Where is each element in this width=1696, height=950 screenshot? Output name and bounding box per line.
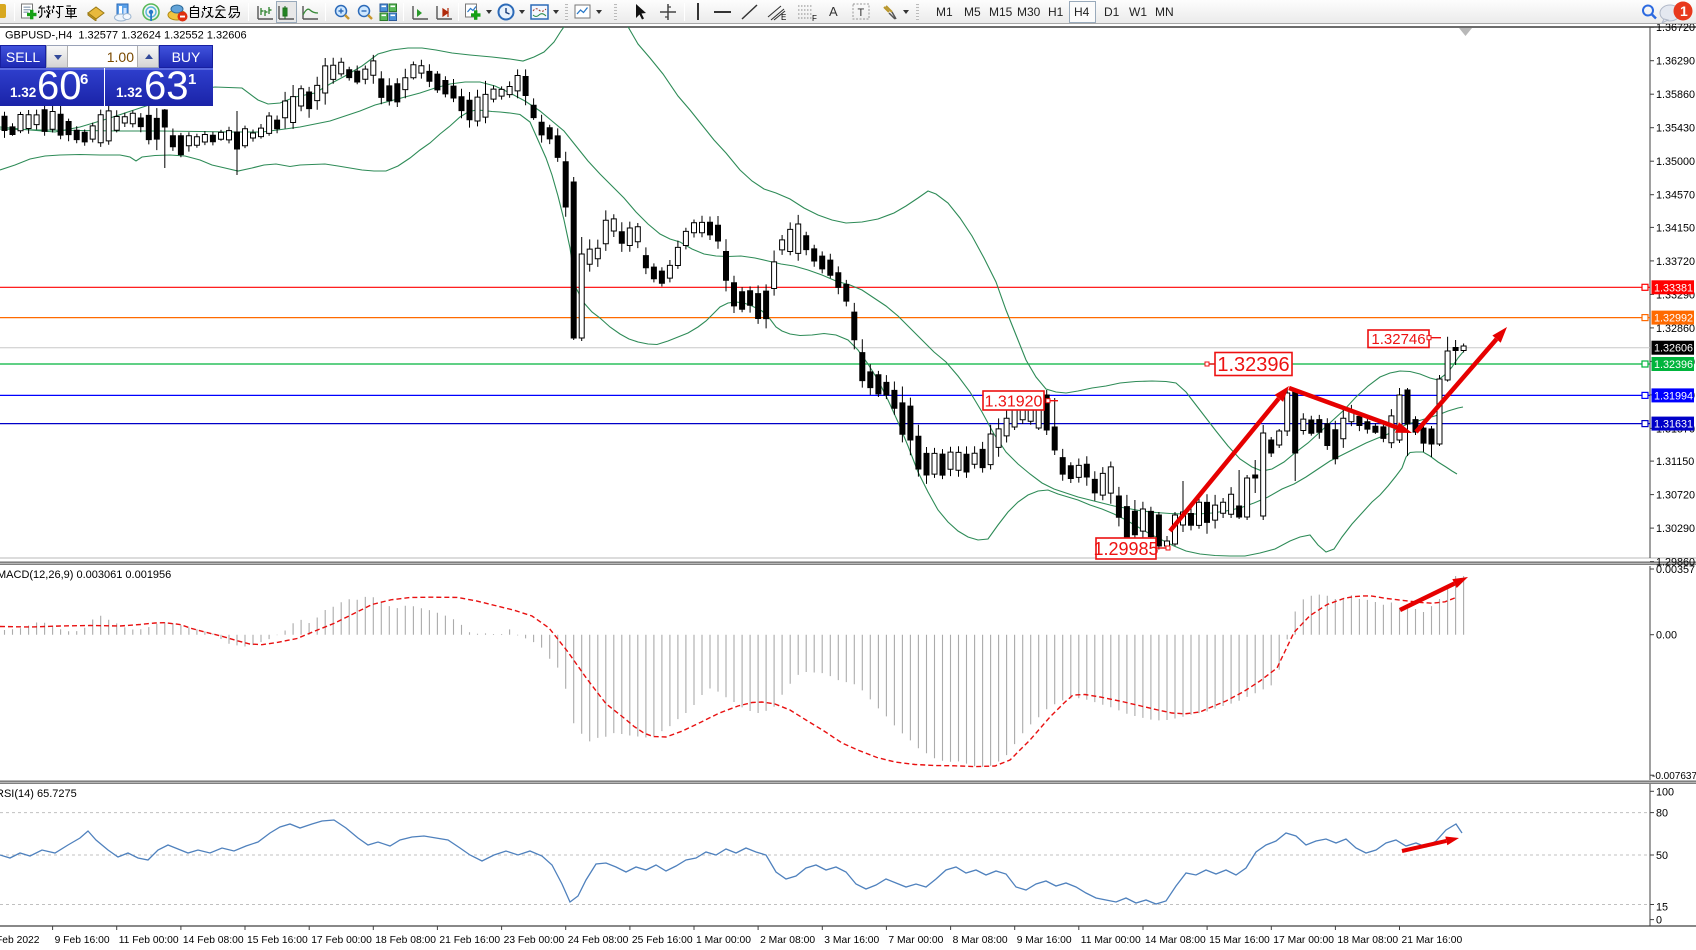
svg-text:1.36290: 1.36290 [1656, 56, 1695, 68]
svg-text:1.30720: 1.30720 [1656, 490, 1695, 502]
svg-text:0.00357: 0.00357 [1656, 564, 1695, 576]
svg-text:1.35430: 1.35430 [1656, 123, 1695, 135]
svg-text:1.30290: 1.30290 [1656, 523, 1695, 535]
svg-text:11 Feb 00:00: 11 Feb 00:00 [119, 935, 179, 946]
svg-text:1.31920: 1.31920 [985, 393, 1043, 410]
svg-text:8 Mar 08:00: 8 Mar 08:00 [953, 935, 1008, 946]
svg-text:E: E [781, 13, 786, 22]
svg-text:23 Feb 00:00: 23 Feb 00:00 [504, 935, 565, 946]
svg-text:17 Feb 00:00: 17 Feb 00:00 [311, 935, 372, 946]
svg-text:1.29860: 1.29860 [1656, 557, 1695, 569]
svg-text:25 Feb 16:00: 25 Feb 16:00 [632, 935, 693, 946]
svg-text:1.32396: 1.32396 [1217, 354, 1289, 376]
svg-text:-0.007637: -0.007637 [1652, 771, 1696, 782]
svg-text:18 Mar 08:00: 18 Mar 08:00 [1337, 935, 1398, 946]
svg-text:1.33720: 1.33720 [1656, 256, 1695, 268]
svg-text:1.31994: 1.31994 [1654, 390, 1693, 402]
svg-text:14 Mar 08:00: 14 Mar 08:00 [1145, 935, 1206, 946]
svg-text:1.32992: 1.32992 [1654, 313, 1693, 325]
svg-text:21 Mar 16:00: 21 Mar 16:00 [1402, 935, 1463, 946]
svg-text:15 Feb 16:00: 15 Feb 16:00 [247, 935, 308, 946]
svg-text:3 Mar 16:00: 3 Mar 16:00 [824, 935, 879, 946]
svg-text:1.33381: 1.33381 [1654, 282, 1693, 294]
svg-text:1.31150: 1.31150 [1656, 456, 1694, 468]
svg-text:1 Mar 00:00: 1 Mar 00:00 [696, 935, 751, 946]
svg-text:9 Mar 16:00: 9 Mar 16:00 [1017, 935, 1072, 946]
svg-text:80: 80 [1656, 808, 1668, 820]
svg-text:T: T [858, 7, 865, 19]
svg-text:14 Feb 08:00: 14 Feb 08:00 [183, 935, 244, 946]
svg-text:2 Mar 08:00: 2 Mar 08:00 [760, 935, 815, 946]
svg-text:GBPUSD-,H4 1.32577 1.32624 1.: GBPUSD-,H4 1.32577 1.32624 1.32552 1.326… [5, 30, 247, 42]
svg-text:7 Mar 00:00: 7 Mar 00:00 [888, 935, 943, 946]
svg-text:9 Feb 16:00: 9 Feb 16:00 [55, 935, 110, 946]
svg-text:1.31631: 1.31631 [1654, 419, 1693, 431]
svg-text:F: F [812, 14, 817, 22]
svg-text:1.36720: 1.36720 [1656, 22, 1695, 34]
svg-text:17 Mar 00:00: 17 Mar 00:00 [1273, 935, 1334, 946]
svg-text:1.35000: 1.35000 [1656, 156, 1695, 168]
svg-text:24 Feb 08:00: 24 Feb 08:00 [568, 935, 629, 946]
svg-text:1.32606: 1.32606 [1654, 343, 1693, 355]
svg-text:50: 50 [1656, 850, 1668, 862]
svg-text:1: 1 [1680, 3, 1688, 19]
svg-text:1.35860: 1.35860 [1656, 89, 1695, 101]
svg-text:RSI(14) 65.7275: RSI(14) 65.7275 [0, 788, 77, 800]
svg-text:11 Mar 00:00: 11 Mar 00:00 [1081, 935, 1141, 946]
svg-text:100: 100 [1656, 786, 1674, 798]
svg-text:MACD(12,26,9) 0.003061 0.00195: MACD(12,26,9) 0.003061 0.001956 [0, 569, 171, 581]
svg-text:0: 0 [1656, 915, 1662, 927]
svg-text:18 Feb 08:00: 18 Feb 08:00 [375, 935, 436, 946]
svg-text:21 Feb 16:00: 21 Feb 16:00 [439, 935, 500, 946]
svg-text:1.34150: 1.34150 [1656, 222, 1695, 234]
svg-text:1.32860: 1.32860 [1656, 323, 1695, 335]
svg-text:Feb 2022: Feb 2022 [0, 935, 40, 946]
svg-text:0.00: 0.00 [1656, 630, 1677, 642]
svg-text:1.29985: 1.29985 [1093, 539, 1158, 559]
svg-text:15: 15 [1656, 902, 1668, 914]
svg-text:1.32746: 1.32746 [1371, 331, 1425, 348]
svg-text:1.34570: 1.34570 [1656, 190, 1695, 202]
svg-text:15 Mar 16:00: 15 Mar 16:00 [1209, 935, 1270, 946]
svg-text:1.32396: 1.32396 [1654, 359, 1693, 371]
